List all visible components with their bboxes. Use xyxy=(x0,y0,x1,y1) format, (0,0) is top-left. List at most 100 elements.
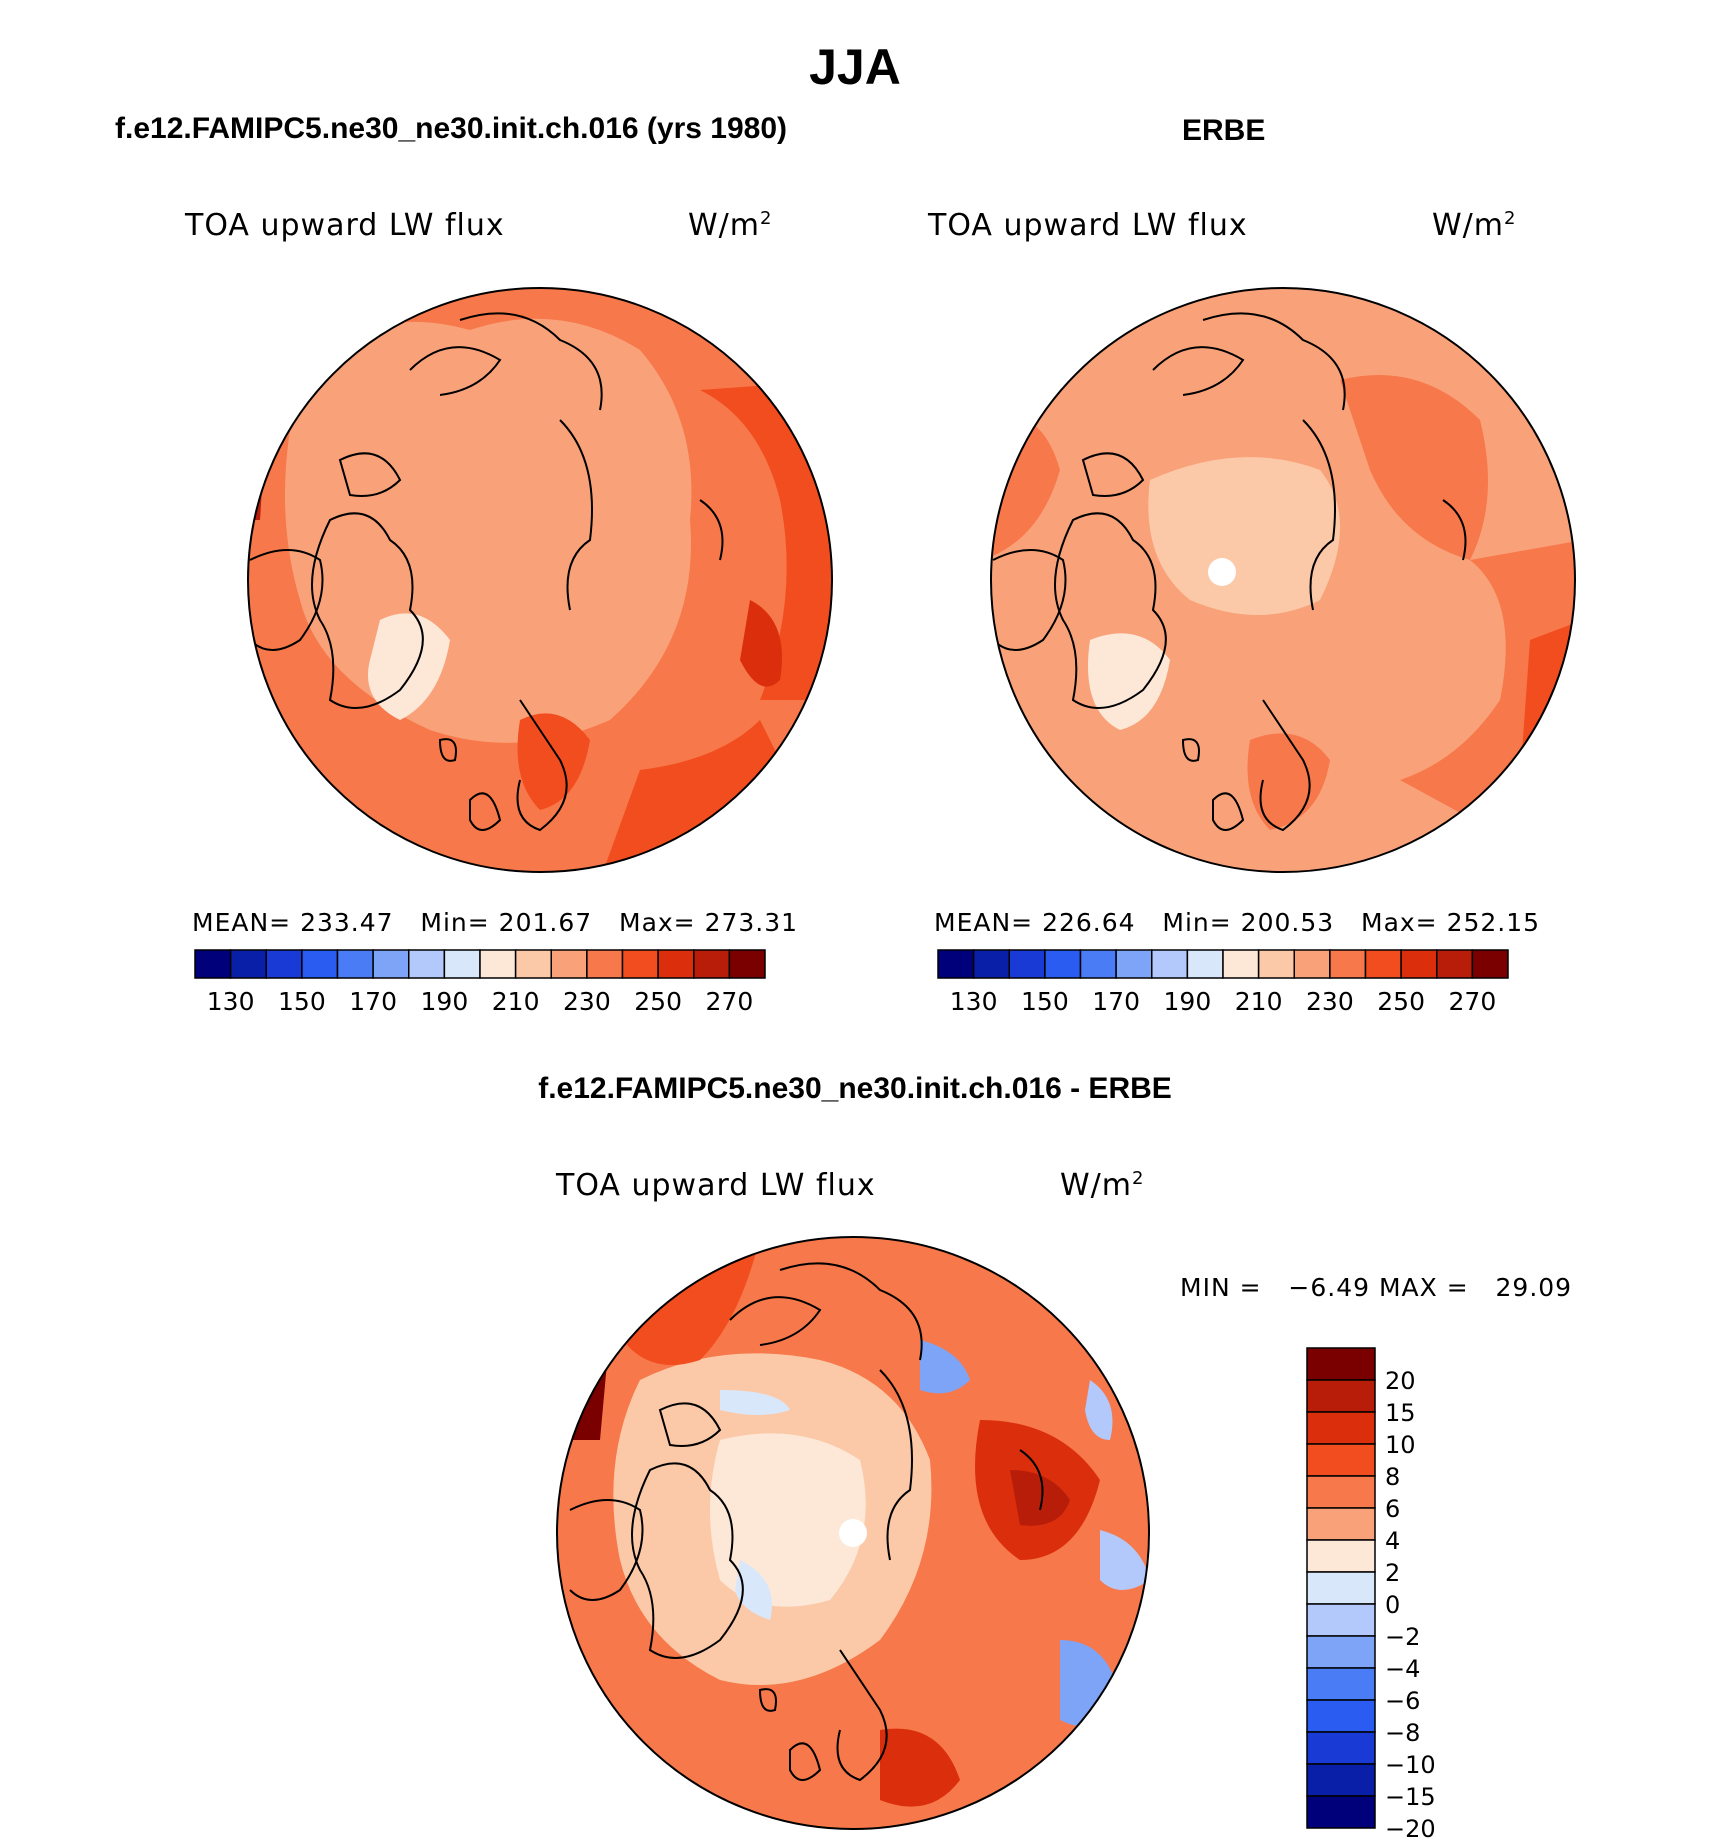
obs-colorbar-box xyxy=(937,949,975,979)
model-colorbar-box xyxy=(301,949,339,979)
diff-colorbar-box xyxy=(1306,1795,1376,1829)
diff-colorbar-box xyxy=(1306,1763,1376,1797)
model-colorbar-box xyxy=(657,949,695,979)
diff-colorbar-box xyxy=(1306,1731,1376,1765)
obs-min-value: 200.53 xyxy=(1240,908,1335,937)
model-colorbar-tick-label: 190 xyxy=(421,987,469,1016)
obs-colorbar-box xyxy=(1079,949,1117,979)
diff-colorbar-box xyxy=(1306,1635,1376,1669)
diff-colorbar-tick-label: −8 xyxy=(1385,1719,1420,1747)
model-colorbar-box xyxy=(479,949,517,979)
model-panel-header: f.e12.FAMIPC5.ne30_ne30.init.ch.016 (yrs… xyxy=(115,112,787,145)
diff-colorbar-box xyxy=(1306,1539,1376,1573)
diff-colorbar-tick-label: 10 xyxy=(1385,1431,1416,1459)
diff-colorbar-tick-label: −10 xyxy=(1385,1751,1436,1779)
obs-colorbar-box xyxy=(1151,949,1189,979)
model-colorbar-tick-label: 170 xyxy=(349,987,397,1016)
diff-colorbar-tick-label: 8 xyxy=(1385,1463,1400,1491)
diff-colorbar-tick-label: 6 xyxy=(1385,1495,1400,1523)
diff-colorbar-tick-label: 15 xyxy=(1385,1399,1416,1427)
obs-colorbar-tick-label: 250 xyxy=(1377,987,1425,1016)
model-colorbar-box xyxy=(443,949,481,979)
diff-colorbar-box xyxy=(1306,1347,1376,1381)
diff-colorbar-box xyxy=(1306,1443,1376,1477)
model-colorbar-box xyxy=(693,949,731,979)
obs-colorbar-box xyxy=(1329,949,1367,979)
obs-colorbar-box xyxy=(1115,949,1153,979)
model-colorbar-box xyxy=(194,949,232,979)
diff-polar-map xyxy=(556,1236,1150,1830)
diff-colorbar-tick-label: 2 xyxy=(1385,1559,1400,1587)
obs-colorbar-box xyxy=(1293,949,1331,979)
model-colorbar-box xyxy=(229,949,267,979)
diff-colorbar-box xyxy=(1306,1411,1376,1445)
model-colorbar: 130 150 170 190 210 230 250 270 xyxy=(194,949,766,1016)
obs-colorbar-tick-label: 270 xyxy=(1449,987,1497,1016)
obs-colorbar-tick-label: 150 xyxy=(1021,987,1069,1016)
diff-panel-header: f.e12.FAMIPC5.ne30_ne30.init.ch.016 - ER… xyxy=(538,1072,1172,1105)
obs-colorbar-box xyxy=(1436,949,1474,979)
obs-colorbar-tick-label: 230 xyxy=(1306,987,1354,1016)
diff-colorbar-box xyxy=(1306,1667,1376,1701)
obs-colorbar-box xyxy=(1044,949,1082,979)
model-stats: MEAN= 233.47 Min= 201.67 Max= 273.31 xyxy=(192,908,799,937)
model-colorbar-box xyxy=(408,949,446,979)
diff-colorbar-box xyxy=(1306,1475,1376,1509)
model-colorbar-tick-label: 230 xyxy=(563,987,611,1016)
obs-mean-value: 226.64 xyxy=(1042,908,1136,937)
obs-colorbar-box xyxy=(1222,949,1260,979)
diff-colorbar-box xyxy=(1306,1603,1376,1637)
diff-colorbar-tick-label: −20 xyxy=(1385,1815,1436,1840)
model-colorbar-tick-label: 130 xyxy=(207,987,255,1016)
diff-colorbar-box xyxy=(1306,1507,1376,1541)
diff-colorbar-box xyxy=(1306,1571,1376,1605)
model-colorbar-tick-label: 270 xyxy=(706,987,754,1016)
model-colorbar-box xyxy=(586,949,624,979)
obs-colorbar-tick-label: 130 xyxy=(950,987,998,1016)
diff-units-label: W/m2 xyxy=(1060,1168,1145,1203)
diff-colorbar-tick-label: −2 xyxy=(1385,1623,1420,1651)
obs-colorbar-box xyxy=(1008,949,1046,979)
model-units-label: W/m2 xyxy=(688,208,773,243)
model-colorbar-tick-label: 250 xyxy=(634,987,682,1016)
model-colorbar-box xyxy=(621,949,659,979)
diff-variable-label: TOA upward LW flux xyxy=(556,1168,876,1203)
diff-colorbar-tick-label: 0 xyxy=(1385,1591,1400,1619)
diff-max-value: 29.09 xyxy=(1495,1273,1573,1302)
obs-colorbar-box xyxy=(1400,949,1438,979)
obs-polar-map xyxy=(990,287,1576,873)
obs-colorbar-box xyxy=(1186,949,1224,979)
obs-colorbar-tick-label: 190 xyxy=(1164,987,1212,1016)
diff-colorbar-tick-label: −15 xyxy=(1385,1783,1436,1811)
diff-colorbar-tick-label: 4 xyxy=(1385,1527,1400,1555)
obs-colorbar-box xyxy=(972,949,1010,979)
diff-colorbar-box xyxy=(1306,1699,1376,1733)
model-colorbar-tick-label: 150 xyxy=(278,987,326,1016)
model-variable-label: TOA upward LW flux xyxy=(185,208,505,243)
obs-panel-header: ERBE xyxy=(1182,114,1266,147)
obs-colorbar-box xyxy=(1364,949,1402,979)
diff-stats: MIN = −6.49 MAX = 29.09 xyxy=(1180,1273,1573,1302)
obs-stats: MEAN= 226.64 Min= 200.53 Max= 252.15 xyxy=(934,908,1541,937)
obs-colorbar: 130 150 170 190 210 230 250 270 xyxy=(937,949,1509,1016)
diff-min-value: −6.49 xyxy=(1288,1273,1371,1302)
model-colorbar-box xyxy=(728,949,766,979)
obs-colorbar-tick-label: 170 xyxy=(1092,987,1140,1016)
model-colorbar-box xyxy=(336,949,374,979)
obs-colorbar-box xyxy=(1471,949,1509,979)
model-colorbar-box xyxy=(514,949,552,979)
model-polar-map xyxy=(247,287,833,873)
model-mean-value: 233.47 xyxy=(300,908,394,937)
diff-colorbar-tick-label: −4 xyxy=(1385,1655,1420,1683)
diff-colorbar-tick-label: −6 xyxy=(1385,1687,1420,1715)
model-max-value: 273.31 xyxy=(704,908,799,937)
model-colorbar-box xyxy=(372,949,410,979)
obs-variable-label: TOA upward LW flux xyxy=(928,208,1248,243)
obs-colorbar-tick-label: 210 xyxy=(1235,987,1283,1016)
model-min-value: 201.67 xyxy=(498,908,593,937)
obs-max-value: 252.15 xyxy=(1446,908,1541,937)
obs-units-label: W/m2 xyxy=(1432,208,1517,243)
model-colorbar-box xyxy=(265,949,303,979)
